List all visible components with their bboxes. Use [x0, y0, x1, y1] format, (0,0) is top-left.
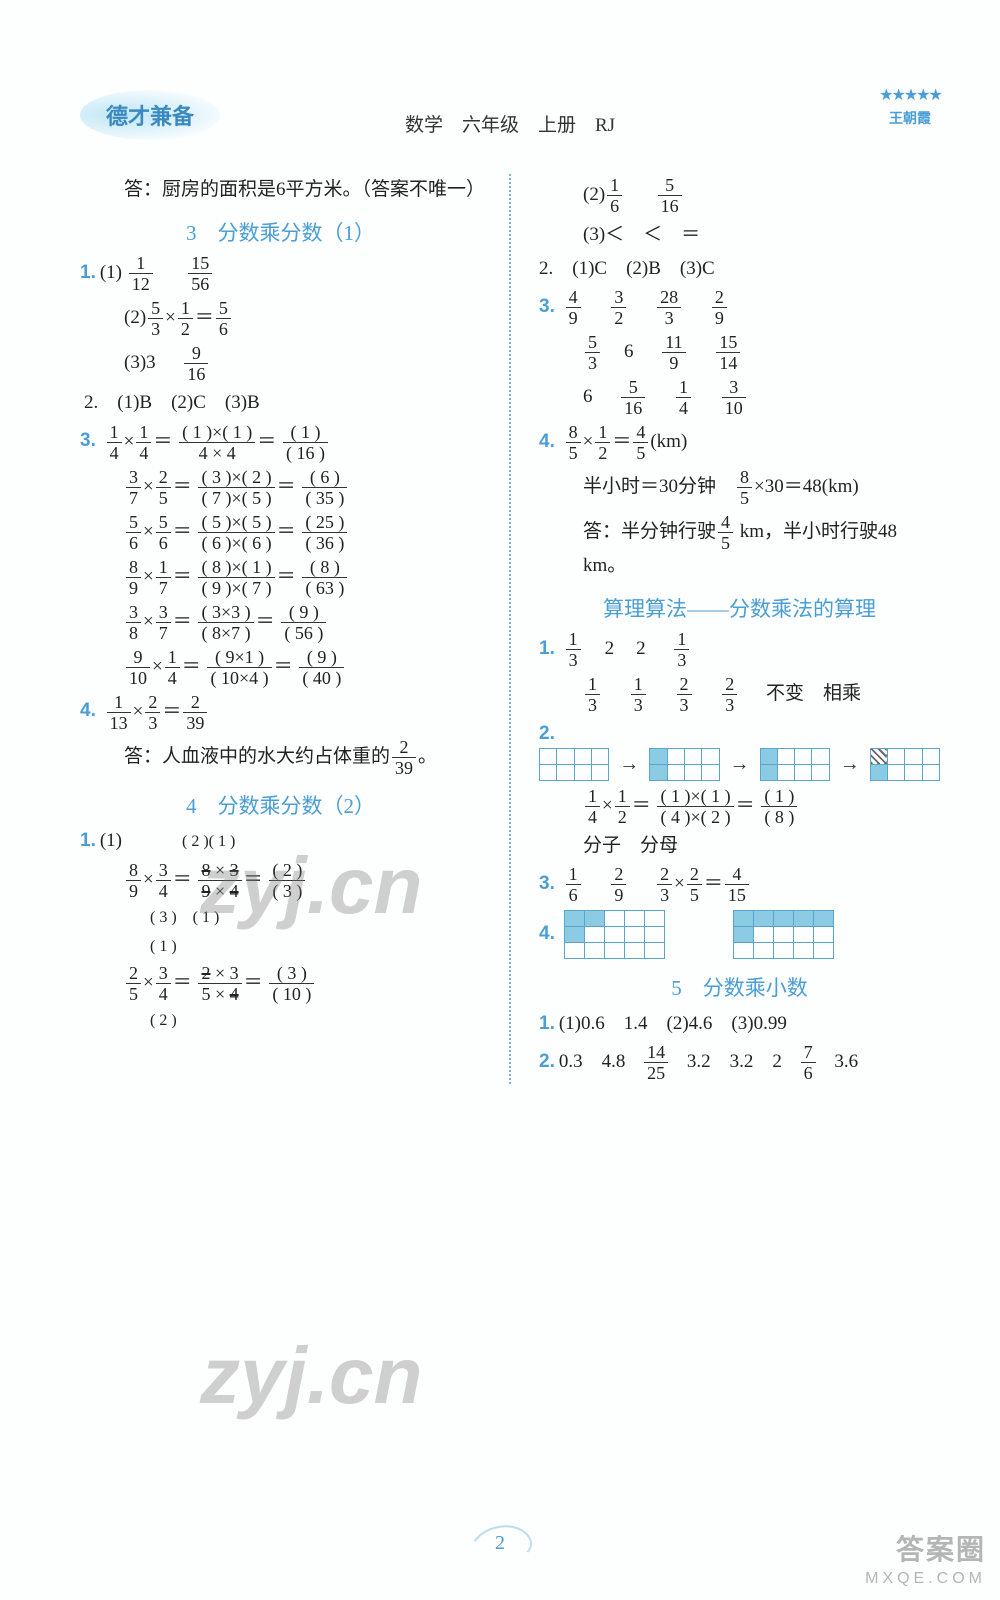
s4-q1-1b: 89×34＝ 8 × 39 × 4＝ ( 2 )( 3 ) [80, 861, 481, 900]
s4-q1-1: 1.(1)( 2 )( 1 ) [80, 827, 481, 855]
right-column: (2)16 516 (3)＜ ＜ ＝ 2. (1)C (2)B (3)C 3. … [535, 170, 940, 1088]
sl-q2: 2. → → → [539, 720, 940, 781]
q4: 4. 113×23＝239 [80, 693, 481, 732]
section-5-title: 5 分数乘小数 [539, 973, 940, 1003]
s5-q2: 2.0.3 4.8 1425 3.2 3.2 2 76 3.6 [539, 1043, 940, 1082]
r-q3b: 536 119 1514 [539, 333, 940, 372]
r-q4: 4. 85×12＝45(km) [539, 423, 940, 462]
q3-2: 37×25＝ ( 3 )×( 2 )( 7 )×( 5 )＝ ( 6 )( 35… [80, 468, 481, 507]
s4-q1-2a: ( 1 ) [80, 935, 481, 958]
r-q3c: 6 516 14 310 [539, 378, 940, 417]
sec-sl-title: 算理算法——分数乘法的算理 [539, 594, 940, 624]
grid-d [870, 748, 940, 781]
grid-a [539, 748, 609, 781]
r-q1-2: (2)16 516 [539, 176, 940, 215]
r-q1-3: (3)＜ ＜ ＝ [539, 221, 940, 249]
arrow-icon: → [840, 750, 860, 779]
watermark: zyj.cn [200, 1330, 422, 1422]
r-q4-ans: 答：半分钟行驶45 km，半小时行驶48 km。 [539, 513, 940, 580]
q3-1: 3. 14×14＝ ( 1 )×( 1 )4 × 4＝ ( 1 )( 16 ) [80, 423, 481, 462]
r-q3: 3. 49 32 283 29 [539, 288, 940, 327]
r-q2: 2. (1)C (2)B (3)C [539, 255, 940, 283]
page-header: 德才兼备 数学 六年级 上册 RJ ★★★★★ 王朝霞 [80, 80, 940, 160]
left-column: 答：厨房的面积是6平方米。（答案不唯一） 3 分数乘分数（1） 1.(1) 11… [80, 170, 485, 1088]
q1-1: 1.(1) 112 1556 [80, 254, 481, 293]
q3-6: 910×14＝ ( 9×1 )( 10×4 )＝ ( 9 )( 40 ) [80, 648, 481, 687]
s4-q1-1c: ( 3 ) ( 1 ) [80, 906, 481, 929]
corner-brand: 答案圈 MXQE.COM [865, 1528, 986, 1588]
r-q4b: 半小时＝30分钟 85×30＝48(km) [539, 468, 940, 507]
grid-c [760, 748, 830, 781]
star-badge: ★★★★★ 王朝霞 [870, 85, 950, 150]
s4-q1-2: 25×34＝ 2 × 35 × 4＝ ( 3 )( 10 ) [80, 964, 481, 1003]
s5-q1: 1.(1)0.6 1.4 (2)4.6 (3)0.99 [539, 1010, 940, 1038]
sl-q4: 4. [539, 910, 940, 959]
arrow-icon: → [619, 750, 639, 779]
grid-f [733, 910, 834, 959]
sl-sub: 分子 分母 [539, 832, 940, 860]
section-4-title: 4 分数乘分数（2） [80, 791, 481, 821]
page-number: 2 [478, 1532, 522, 1572]
q1-2: (2)53×12＝56 [80, 299, 481, 338]
sl-q1b: 13 13 23 23 不变 相乘 [539, 675, 940, 714]
s4-q1-2c: ( 2 ) [80, 1009, 481, 1032]
grid-e [564, 910, 665, 959]
badge-text: 王朝霞 [870, 108, 950, 128]
q4-ans: 答：人血液中的水大约占体重的239。 [80, 738, 481, 777]
column-divider [509, 174, 511, 1084]
sl-q3: 3. 16 29 23×25＝415 [539, 865, 940, 904]
brand-badge: 德才兼备 [80, 90, 220, 140]
q3-5: 38×37＝ ( 3×3 )( 8×7 )＝ ( 9 )( 56 ) [80, 603, 481, 642]
q2: 2. (1)B (2)C (3)B [80, 389, 481, 417]
stars-icon: ★★★★★ [870, 85, 950, 105]
sl-q1a: 1. 1322 13 [539, 630, 940, 669]
section-3-title: 3 分数乘分数（1） [80, 218, 481, 248]
grid-b [649, 748, 719, 781]
q3-3: 56×56＝ ( 5 )×( 5 )( 6 )×( 6 )＝ ( 25 )( 3… [80, 513, 481, 552]
q3-4: 89×17＝ ( 8 )×( 1 )( 9 )×( 7 )＝ ( 8 )( 63… [80, 558, 481, 597]
arrow-icon: → [730, 750, 750, 779]
q1-3: (3)3 916 [80, 344, 481, 383]
sl-eq: 14×12＝ ( 1 )×( 1 )( 4 )×( 2 )＝ ( 1 )( 8 … [539, 787, 940, 826]
kitchen-answer: 答：厨房的面积是6平方米。（答案不唯一） [80, 176, 481, 204]
